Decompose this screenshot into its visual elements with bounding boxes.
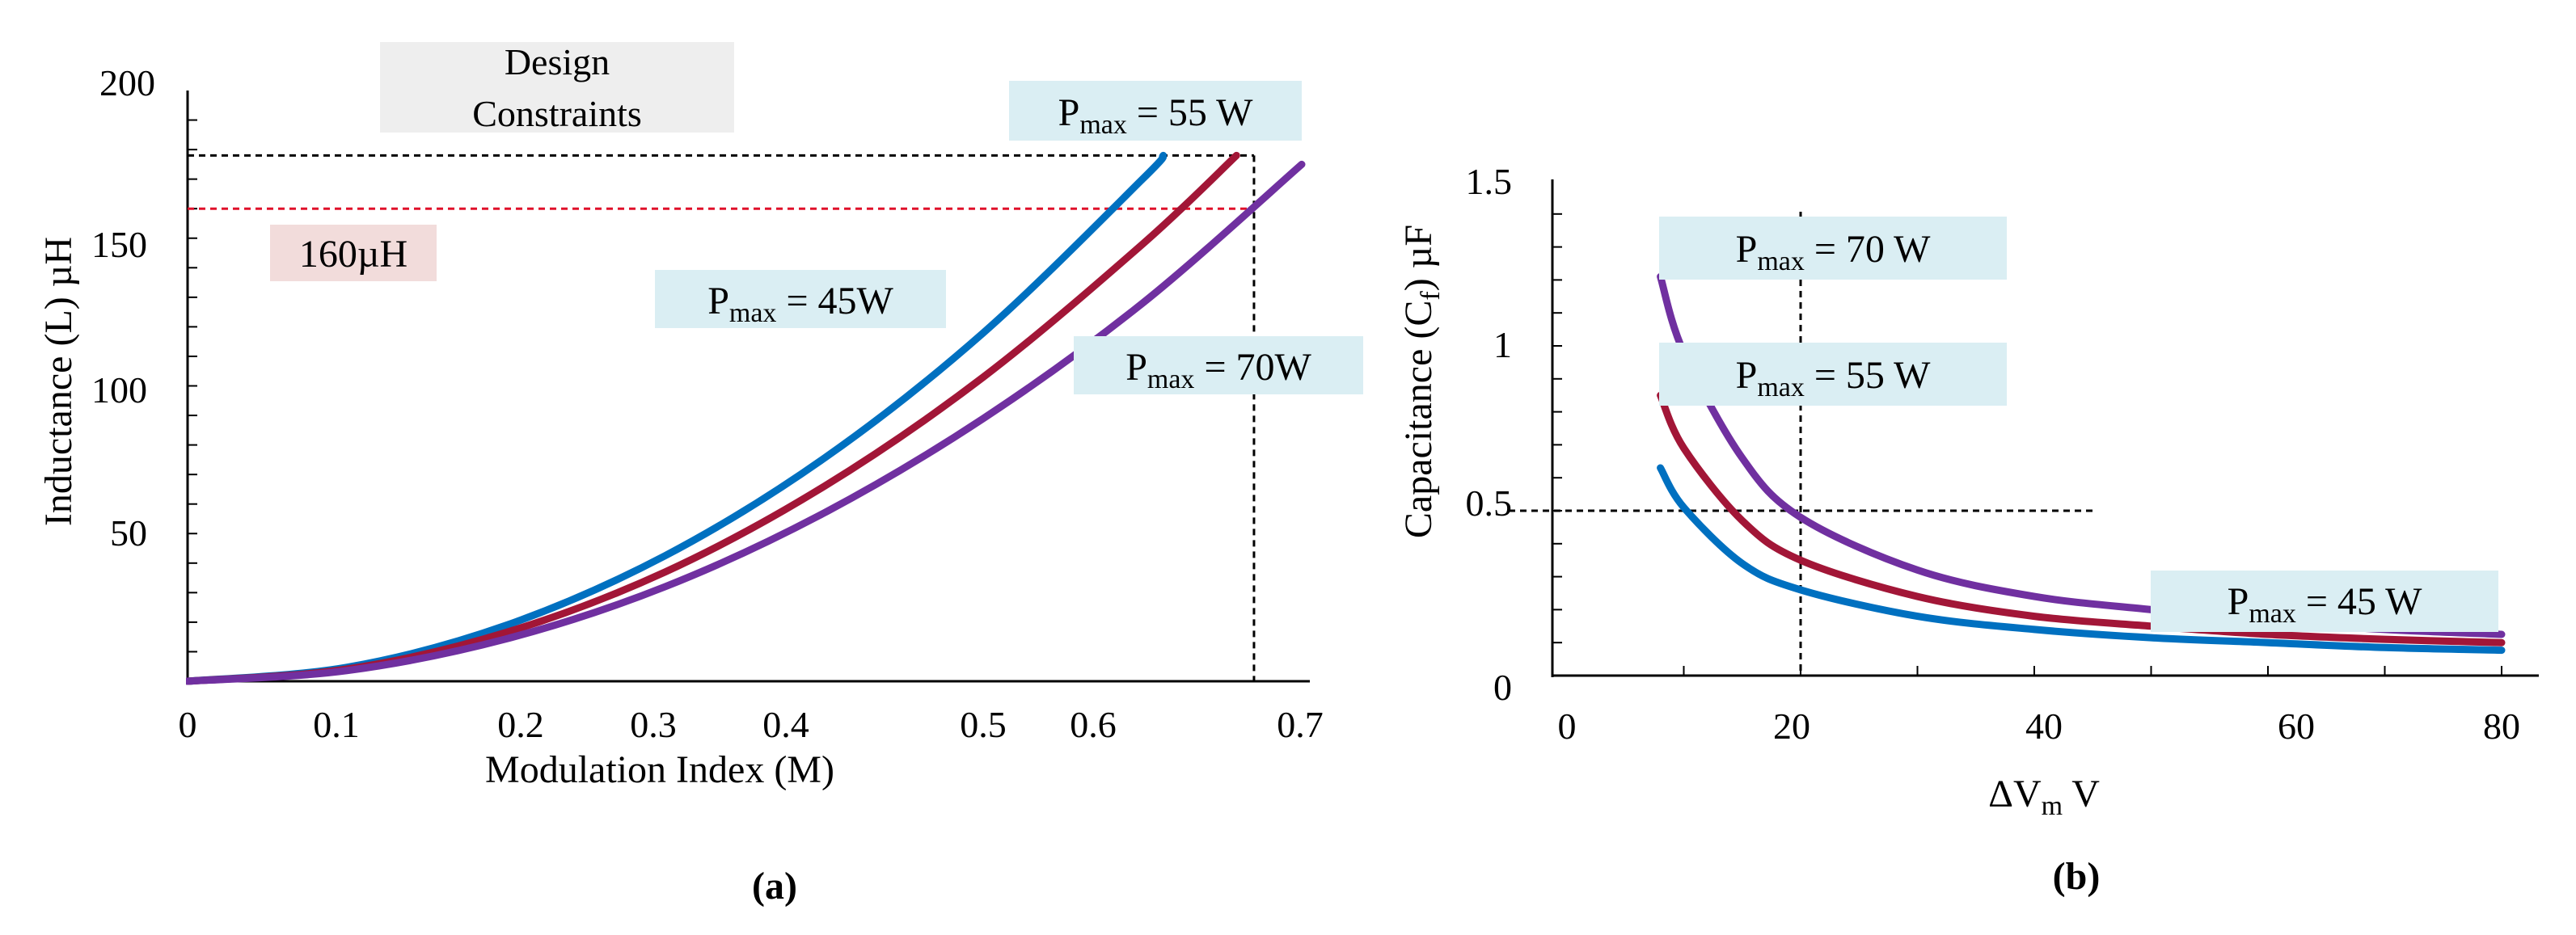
panel-b-label-55w: Pmax = 55 W <box>1736 354 1931 402</box>
panel-b-label-70w: Pmax = 70 W <box>1736 228 1931 276</box>
panel-b-x-label-rest: V <box>2063 773 2100 815</box>
panel-b-label-45w-box <box>2151 571 2498 632</box>
panel-b-series-55w <box>1657 391 2506 646</box>
panel-a-red-label-box <box>270 225 437 281</box>
panel-b-caption: (b) <box>2053 855 2101 898</box>
panel-b-label-45w-sub: max <box>2249 599 2296 629</box>
panel-b-x-tick-80: 80 <box>2483 705 2520 747</box>
panel-b-x-tick-20: 20 <box>1773 705 1810 747</box>
panel-b: 0 0.5 1 1.5 0 20 40 60 80 ΔVm V Capacita… <box>1397 161 2539 898</box>
panel-a-y-label: Inductance (L) µH <box>37 237 80 526</box>
panel-b-label-70w-base: P <box>1736 228 1758 271</box>
panel-a-x-tick-0-2: 0.2 <box>497 704 544 745</box>
panel-b-y-label-base: Capacitance (C <box>1397 301 1440 539</box>
panel-a-label-55w-rest: = 55 W <box>1127 91 1253 134</box>
panel-b-label-55w-base: P <box>1736 354 1758 397</box>
panel-a-x-tick-0-1: 0.1 <box>313 704 360 745</box>
panel-a-label-70w: Pmax = 70W <box>1125 346 1311 394</box>
panel-a-label-45w-base: P <box>707 280 729 322</box>
panel-a-y-tick-150: 150 <box>91 224 147 265</box>
panel-a-design-box-line1: Design <box>505 41 610 82</box>
panel-b-y-tick-0: 0 <box>1493 667 1512 708</box>
panel-b-label-55w-rest: = 55 W <box>1805 354 1931 397</box>
panel-a-x-tick-0-4: 0.4 <box>762 704 809 745</box>
panel-a-label-45w-box <box>655 270 946 328</box>
panel-a-series-70w <box>186 160 1306 685</box>
panel-a: 50 100 150 200 0 0.1 0.2 0.3 0.4 0.5 0.6… <box>37 41 1363 908</box>
panel-b-y-label-rest: ) µF <box>1397 225 1440 291</box>
panel-a-caption: (a) <box>752 865 797 908</box>
panel-a-x-label: Modulation Index (M) <box>485 748 834 791</box>
panel-a-label-45w: Pmax = 45W <box>707 280 893 328</box>
panel-a-design-box <box>380 42 734 133</box>
panel-b-x-label-sub: m <box>2042 791 2063 821</box>
panel-b-x-tick-60: 60 <box>2278 705 2315 747</box>
panel-a-label-70w-box <box>1074 336 1363 394</box>
panel-b-y-tick-1: 1 <box>1493 324 1512 365</box>
panel-b-y-label: Capacitance (Cf) µF <box>1397 225 1446 538</box>
panel-a-label-55w-box <box>1009 81 1302 141</box>
panel-b-label-45w: Pmax = 45 W <box>2228 580 2422 629</box>
panel-b-series-45w <box>1657 464 2506 655</box>
panel-b-x-label-base: ΔV <box>1988 773 2042 815</box>
panel-a-label-70w-rest: = 70W <box>1194 346 1311 389</box>
panel-b-label-55w-sub: max <box>1757 373 1805 402</box>
panel-b-x-tick-40: 40 <box>2025 705 2063 747</box>
panel-b-label-55w-box <box>1659 343 2007 406</box>
panel-b-label-45w-base: P <box>2228 580 2249 623</box>
panel-b-label-70w-box <box>1659 217 2007 280</box>
panel-b-label-70w-sub: max <box>1757 246 1805 276</box>
panel-a-x-tick-0-7: 0.7 <box>1277 704 1324 745</box>
panel-a-label-45w-rest: = 45W <box>776 280 893 322</box>
panel-a-label-55w-base: P <box>1058 91 1080 134</box>
panel-a-y-tick-50: 50 <box>110 512 147 554</box>
panel-a-y-tick-200: 200 <box>99 62 155 103</box>
panel-a-label-45w-sub: max <box>729 298 777 328</box>
panel-b-label-45w-rest: = 45 W <box>2296 580 2422 623</box>
panel-a-x-tick-0: 0 <box>179 704 197 745</box>
panel-a-y-minor-ticks <box>188 119 197 653</box>
panel-a-x-tick-0-6: 0.6 <box>1070 704 1117 745</box>
panel-a-label-55w: Pmax = 55 W <box>1058 91 1253 140</box>
panel-b-y-label-sub: f <box>1416 291 1446 301</box>
panel-a-design-box-line2: Constraints <box>472 93 642 134</box>
panel-a-red-label: 160µH <box>299 233 408 276</box>
panel-a-x-tick-0-3: 0.3 <box>630 704 677 745</box>
panel-b-x-tick-0: 0 <box>1558 705 1577 747</box>
panel-a-y-tick-100: 100 <box>91 369 147 411</box>
panel-a-label-70w-base: P <box>1125 346 1147 389</box>
panel-a-label-55w-sub: max <box>1079 110 1127 140</box>
panel-a-x-tick-0-5: 0.5 <box>960 704 1007 745</box>
panel-a-label-70w-sub: max <box>1147 364 1195 394</box>
panel-b-y-tick-1-5: 1.5 <box>1466 161 1513 202</box>
panel-b-label-70w-rest: = 70 W <box>1805 228 1931 271</box>
panel-b-x-label: ΔVm V <box>1988 773 2100 821</box>
panel-b-y-tick-0-5: 0.5 <box>1466 482 1513 524</box>
